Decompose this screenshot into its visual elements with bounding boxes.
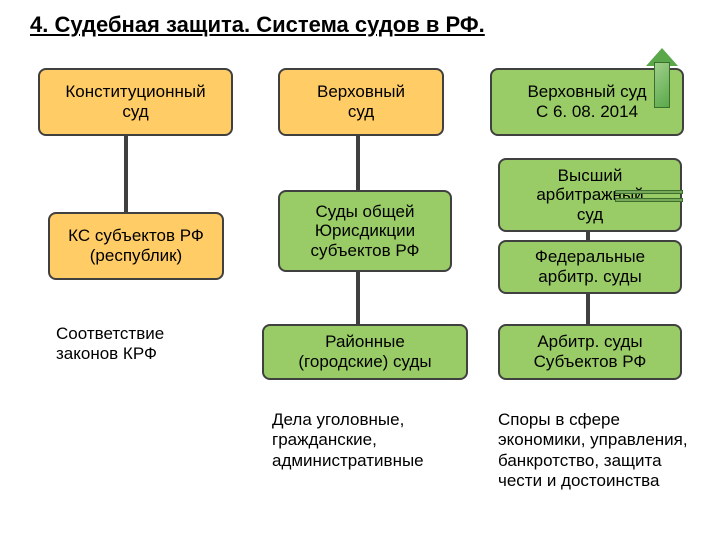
- node-district: Районные(городские) суды: [262, 324, 468, 380]
- connector: [586, 294, 590, 324]
- caption-conform: Соответствиезаконов КРФ: [56, 324, 164, 365]
- node-arb-subj: Арбитр. судыСубъектов РФ: [498, 324, 682, 380]
- connector: [586, 232, 590, 240]
- bridge-bar: [615, 190, 683, 194]
- node-fed-arb: Федеральныеарбитр. суды: [498, 240, 682, 294]
- caption-cases: Дела уголовные,гражданские,административ…: [272, 410, 424, 471]
- up-arrow-body: [654, 62, 670, 108]
- connector: [356, 136, 360, 190]
- node-ks-subj: КС субъектов РФ(республик): [48, 212, 224, 280]
- node-gen-juris: Суды общейЮрисдикциисубъектов РФ: [278, 190, 452, 272]
- caption-disputes: Споры в сфереэкономики, управления,банкр…: [498, 410, 688, 492]
- connector: [356, 272, 360, 324]
- page-title: 4. Судебная защита. Система судов в РФ.: [30, 12, 485, 38]
- bridge-bar: [615, 198, 683, 202]
- node-high-arb: Высшийарбитражныйсуд: [498, 158, 682, 232]
- node-const-court: Конституционныйсуд: [38, 68, 233, 136]
- connector: [124, 136, 128, 212]
- node-supreme-court: Верховныйсуд: [278, 68, 444, 136]
